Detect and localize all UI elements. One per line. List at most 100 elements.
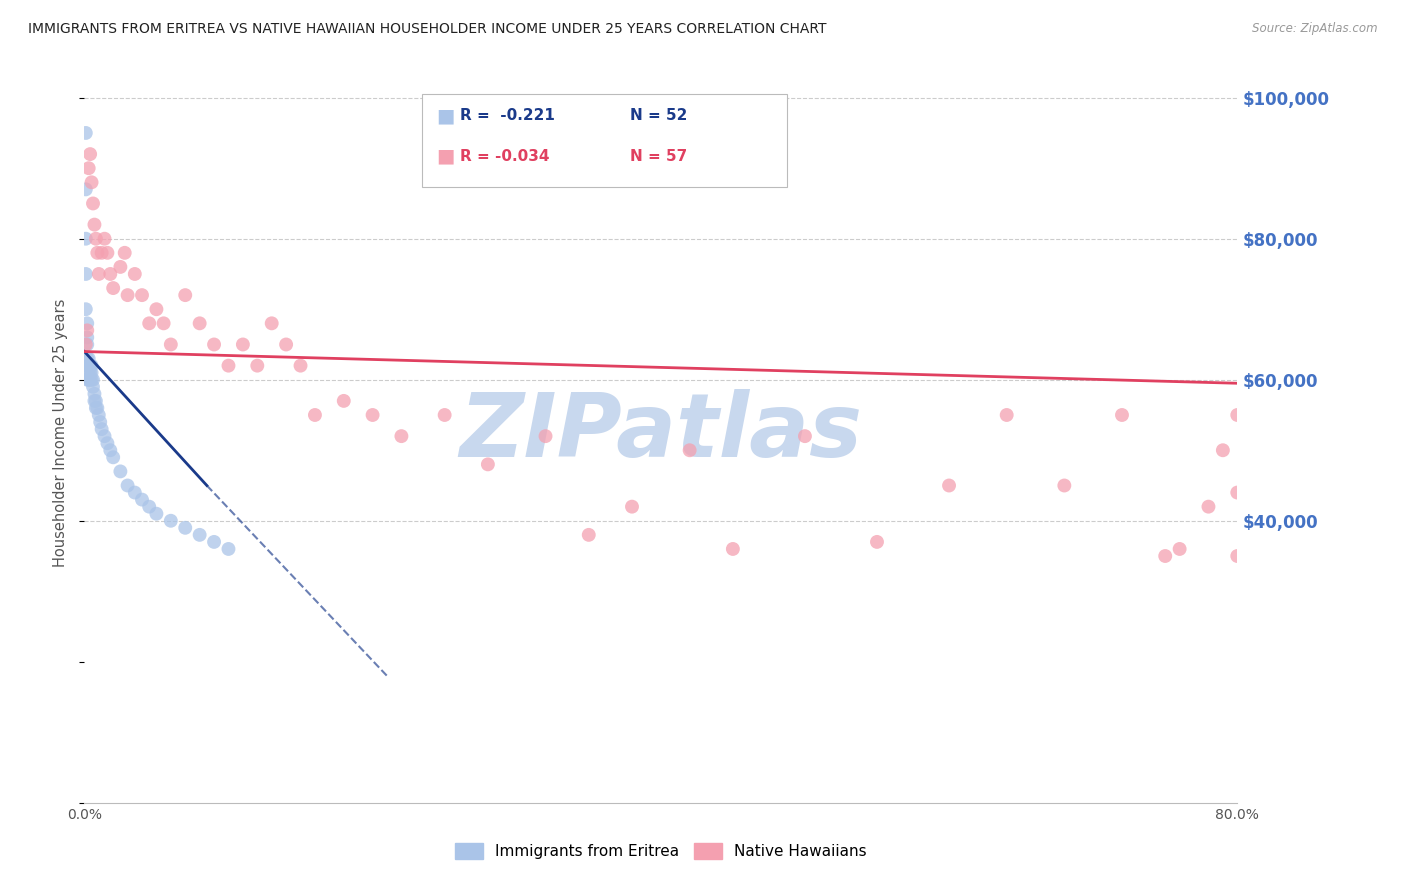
Point <box>79 359 101 373</box>
Point <box>866 535 889 549</box>
Point <box>76 316 98 330</box>
Point <box>80 175 103 189</box>
Point <box>131 492 153 507</box>
Point <box>83 218 105 232</box>
Point <box>794 429 817 443</box>
Point <box>82 373 104 387</box>
Point <box>76 337 98 351</box>
Point <box>1198 500 1220 514</box>
Point <box>202 535 225 549</box>
Point <box>1212 443 1234 458</box>
Point <box>77 359 100 373</box>
Y-axis label: Householder Income Under 25 years: Householder Income Under 25 years <box>53 299 69 566</box>
Text: R =  -0.221: R = -0.221 <box>460 109 554 123</box>
Point <box>246 359 269 373</box>
Point <box>80 366 103 380</box>
Point <box>82 196 104 211</box>
Text: R = -0.034: R = -0.034 <box>460 149 550 163</box>
Point <box>84 401 107 415</box>
Point <box>188 316 211 330</box>
Point <box>391 429 413 443</box>
Point <box>75 337 97 351</box>
Point <box>87 267 110 281</box>
Point <box>80 359 103 373</box>
Point <box>84 232 107 246</box>
Point <box>82 380 104 394</box>
Point <box>145 507 167 521</box>
Point <box>276 337 298 351</box>
Point <box>98 443 121 458</box>
Text: ■: ■ <box>436 146 454 166</box>
Point <box>75 126 97 140</box>
Point <box>83 387 105 401</box>
Point <box>534 429 557 443</box>
Point <box>77 161 100 176</box>
Point <box>304 408 326 422</box>
Point <box>1053 478 1076 492</box>
Point <box>75 182 97 196</box>
Text: N = 52: N = 52 <box>630 109 688 123</box>
Text: Source: ZipAtlas.com: Source: ZipAtlas.com <box>1253 22 1378 36</box>
Point <box>174 288 197 302</box>
Point <box>117 478 139 492</box>
Point <box>76 359 98 373</box>
Point <box>103 281 124 295</box>
Point <box>160 337 183 351</box>
Point <box>361 408 384 422</box>
Point <box>218 541 240 556</box>
Point <box>76 351 98 366</box>
Point <box>721 541 744 556</box>
Point <box>86 245 108 260</box>
Text: ZIPatlas: ZIPatlas <box>460 389 862 476</box>
Point <box>290 359 312 373</box>
Point <box>90 245 112 260</box>
Text: N = 57: N = 57 <box>630 149 688 163</box>
Point <box>93 429 115 443</box>
Point <box>76 323 98 337</box>
Point <box>76 373 98 387</box>
Point <box>188 528 211 542</box>
Point <box>477 458 499 472</box>
Point <box>232 337 254 351</box>
Point <box>96 436 118 450</box>
Point <box>84 393 107 408</box>
Point <box>86 401 108 415</box>
Point <box>124 485 146 500</box>
Point <box>1111 408 1133 422</box>
Point <box>75 232 97 246</box>
Point <box>1226 549 1249 563</box>
Point <box>75 267 97 281</box>
Point <box>96 245 118 260</box>
Point <box>1226 485 1249 500</box>
Point <box>145 302 167 317</box>
Point <box>110 464 132 478</box>
Point <box>679 443 702 458</box>
Point <box>174 521 197 535</box>
Point <box>138 316 160 330</box>
Point <box>218 359 240 373</box>
Legend: Immigrants from Eritrea, Native Hawaiians: Immigrants from Eritrea, Native Hawaiian… <box>449 838 873 865</box>
Point <box>77 351 100 366</box>
Point <box>621 500 644 514</box>
Point <box>75 302 97 317</box>
Point <box>578 528 600 542</box>
Point <box>260 316 283 330</box>
Text: ■: ■ <box>436 106 454 126</box>
Point <box>1154 549 1177 563</box>
Point <box>80 373 103 387</box>
Point <box>79 147 101 161</box>
Point <box>1226 408 1249 422</box>
Point <box>114 245 136 260</box>
Point <box>995 408 1018 422</box>
Point <box>77 366 100 380</box>
Point <box>333 393 356 408</box>
Point <box>77 373 100 387</box>
Point <box>83 393 105 408</box>
Point <box>117 288 139 302</box>
Text: IMMIGRANTS FROM ERITREA VS NATIVE HAWAIIAN HOUSEHOLDER INCOME UNDER 25 YEARS COR: IMMIGRANTS FROM ERITREA VS NATIVE HAWAII… <box>28 22 827 37</box>
Point <box>87 408 110 422</box>
Point <box>103 450 124 465</box>
Point <box>138 500 160 514</box>
Point <box>152 316 174 330</box>
Point <box>938 478 960 492</box>
